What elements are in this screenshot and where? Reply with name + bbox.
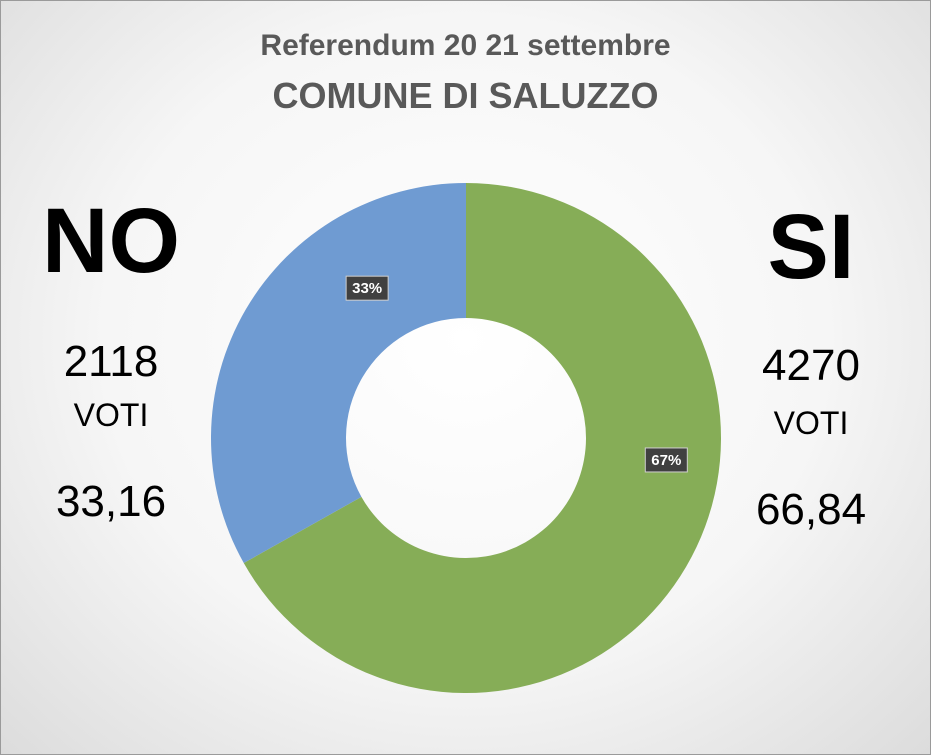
si-votes-unit: VOTI — [773, 405, 849, 441]
no-votes: 2118 — [63, 337, 159, 386]
data-label-box — [345, 275, 389, 301]
donut-slice-no — [210, 183, 466, 564]
chart-subtitle: COMUNE DI SALUZZO — [272, 75, 659, 116]
no-percent: 33,16 — [55, 477, 167, 526]
donut-slice-si — [243, 183, 721, 693]
chart-title: Referendum 20 21 settembre — [260, 29, 671, 62]
data-label-text: 33% — [352, 280, 382, 297]
no-label: NO — [42, 190, 180, 292]
si-votes: 4270 — [762, 341, 860, 390]
no-votes-unit: VOTI — [73, 397, 149, 433]
data-label-text: 67% — [651, 452, 681, 469]
data-label-si: 67% — [644, 447, 688, 473]
si-percent: 66,84 — [755, 485, 867, 534]
si-label: SI — [767, 196, 855, 298]
data-label-no: 33% — [345, 275, 389, 301]
data-label-box — [644, 447, 688, 473]
